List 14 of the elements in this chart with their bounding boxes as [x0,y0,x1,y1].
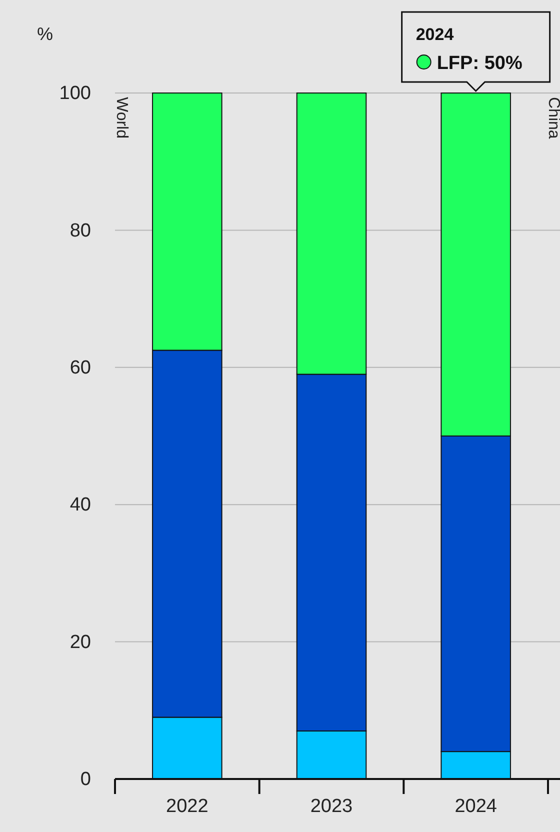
annotation: China [544,97,560,139]
x-tick-label: 2022 [166,796,208,817]
y-tick-label: 40 [70,494,91,516]
y-axis-title: % [36,24,54,44]
y-tick-label: 80 [70,220,91,242]
x-tick-label: 2024 [454,796,498,817]
x-tick-label: 2023 [310,796,353,817]
y-tick-label: 60 [70,357,91,378]
text: LFP: 50% [436,53,522,74]
y-tick-label: 20 [70,632,91,653]
text: 2024 [416,25,454,44]
y-tick-label: 100 [59,83,91,104]
annotation: World [112,97,130,138]
y-tick-label: 0 [80,769,91,790]
